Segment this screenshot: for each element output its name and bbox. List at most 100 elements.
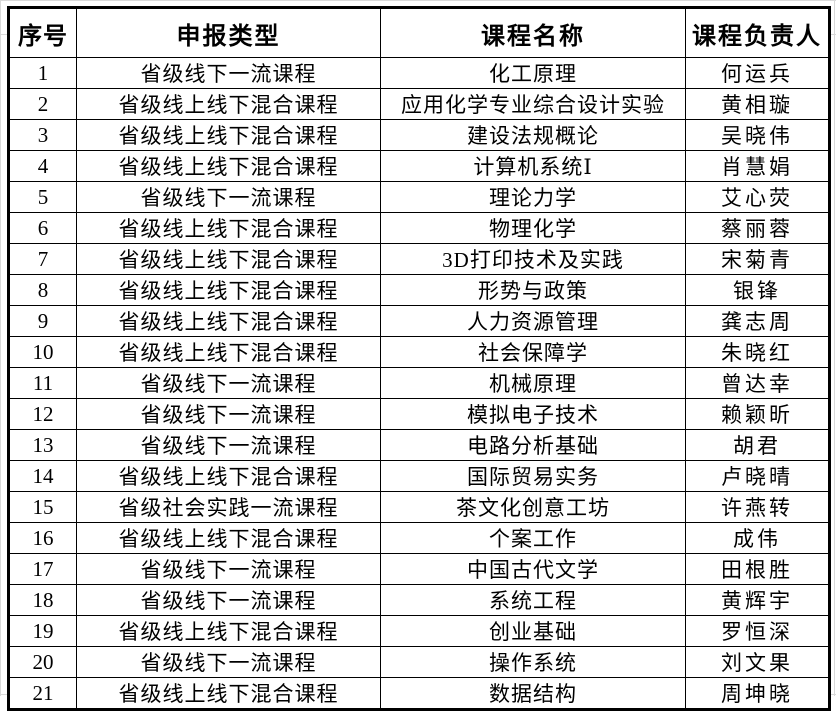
table-row: 4 省级线上线下混合课程 计算机系统Ⅰ 肖慧娟: [8, 150, 830, 182]
cell-application-type: 省级线上线下混合课程: [76, 677, 381, 711]
table-row: 20 省级线下一流课程 操作系统 刘文果: [8, 646, 830, 678]
cell-course-leader: 黄辉宇: [685, 584, 830, 616]
cell-index: 20: [8, 646, 77, 678]
cell-application-type: 省级线上线下混合课程: [76, 212, 381, 244]
cell-course-leader: 宋菊青: [685, 243, 830, 275]
cell-course-name: 操作系统: [380, 646, 686, 678]
cell-application-type: 省级社会实践一流课程: [76, 491, 381, 523]
cell-course-leader: 曾达幸: [685, 367, 830, 399]
course-list-table: 序号 申报类型 课程名称 课程负责人 1 省级线下一流课程 化工原理 何运兵 2 省级线上…: [7, 6, 831, 711]
cell-course-leader: 周坤晓: [685, 677, 830, 711]
cell-course-leader: 龚志周: [685, 305, 830, 337]
cell-course-leader: 吴晓伟: [685, 119, 830, 151]
column-header-course-leader: 课程负责人: [685, 7, 830, 58]
cell-course-name: 化工原理: [380, 57, 686, 89]
cell-application-type: 省级线上线下混合课程: [76, 522, 381, 554]
cell-index: 15: [8, 491, 77, 523]
sheet-gridline: [0, 0, 836, 1]
cell-index: 4: [8, 150, 77, 182]
header-row: 序号 申报类型 课程名称 课程负责人: [8, 7, 830, 58]
cell-index: 8: [8, 274, 77, 306]
table-row: 1 省级线下一流课程 化工原理 何运兵: [8, 57, 830, 89]
cell-application-type: 省级线下一流课程: [76, 57, 381, 89]
cell-application-type: 省级线下一流课程: [76, 429, 381, 461]
cell-index: 19: [8, 615, 77, 647]
cell-application-type: 省级线上线下混合课程: [76, 336, 381, 368]
cell-application-type: 省级线上线下混合课程: [76, 460, 381, 492]
table-row: 13 省级线下一流课程 电路分析基础 胡君: [8, 429, 830, 461]
column-header-course-name: 课程名称: [380, 7, 686, 58]
cell-application-type: 省级线下一流课程: [76, 584, 381, 616]
cell-index: 2: [8, 88, 77, 120]
cell-index: 7: [8, 243, 77, 275]
cell-application-type: 省级线上线下混合课程: [76, 150, 381, 182]
cell-course-leader: 蔡丽蓉: [685, 212, 830, 244]
table-row: 21 省级线上线下混合课程 数据结构 周坤晓: [8, 677, 830, 711]
table-row: 15 省级社会实践一流课程 茶文化创意工坊 许燕转: [8, 491, 830, 523]
cell-index: 1: [8, 57, 77, 89]
cell-course-name: 模拟电子技术: [380, 398, 686, 430]
cell-application-type: 省级线下一流课程: [76, 367, 381, 399]
cell-course-name: 数据结构: [380, 677, 686, 711]
table-row: 12 省级线下一流课程 模拟电子技术 赖颖昕: [8, 398, 830, 430]
cell-course-name: 社会保障学: [380, 336, 686, 368]
cell-course-name: 系统工程: [380, 584, 686, 616]
cell-application-type: 省级线下一流课程: [76, 398, 381, 430]
cell-application-type: 省级线下一流课程: [76, 181, 381, 213]
cell-course-leader: 黄相璇: [685, 88, 830, 120]
cell-course-leader: 银锋: [685, 274, 830, 306]
table-row: 3 省级线上线下混合课程 建设法规概论 吴晓伟: [8, 119, 830, 151]
cell-index: 5: [8, 181, 77, 213]
column-header-application-type: 申报类型: [76, 7, 381, 58]
cell-application-type: 省级线上线下混合课程: [76, 88, 381, 120]
cell-course-name: 个案工作: [380, 522, 686, 554]
cell-course-leader: 赖颖昕: [685, 398, 830, 430]
cell-course-name: 计算机系统Ⅰ: [380, 150, 686, 182]
table-row: 10 省级线上线下混合课程 社会保障学 朱晓红: [8, 336, 830, 368]
sheet-gridline: [0, 0, 1, 696]
table-row: 5 省级线下一流课程 理论力学 艾心荧: [8, 181, 830, 213]
cell-course-leader: 肖慧娟: [685, 150, 830, 182]
cell-index: 21: [8, 677, 77, 711]
table-row: 19 省级线上线下混合课程 创业基础 罗恒深: [8, 615, 830, 647]
course-table-container: 序号 申报类型 课程名称 课程负责人 1 省级线下一流课程 化工原理 何运兵 2 省级线上…: [7, 6, 831, 711]
cell-course-name: 中国古代文学: [380, 553, 686, 585]
table-body: 1 省级线下一流课程 化工原理 何运兵 2 省级线上线下混合课程 应用化学专业综合设计实验黄…: [8, 57, 830, 711]
table-row: 14 省级线上线下混合课程 国际贸易实务 卢晓晴: [8, 460, 830, 492]
cell-application-type: 省级线上线下混合课程: [76, 274, 381, 306]
cell-index: 9: [8, 305, 77, 337]
table-row: 17 省级线下一流课程 中国古代文学 田根胜: [8, 553, 830, 585]
cell-course-leader: 刘文果: [685, 646, 830, 678]
column-header-index: 序号: [8, 7, 77, 58]
cell-course-leader: 罗恒深: [685, 615, 830, 647]
cell-course-leader: 胡君: [685, 429, 830, 461]
table-row: 2 省级线上线下混合课程 应用化学专业综合设计实验 黄相璇: [8, 88, 830, 120]
cell-application-type: 省级线上线下混合课程: [76, 305, 381, 337]
cell-course-leader: 朱晓红: [685, 336, 830, 368]
cell-index: 11: [8, 367, 77, 399]
cell-index: 18: [8, 584, 77, 616]
cell-course-name: 理论力学: [380, 181, 686, 213]
table-row: 6 省级线上线下混合课程 物理化学 蔡丽蓉: [8, 212, 830, 244]
cell-index: 13: [8, 429, 77, 461]
table-row: 8 省级线上线下混合课程 形势与政策 银锋: [8, 274, 830, 306]
table-row: 9 省级线上线下混合课程 人力资源管理 龚志周: [8, 305, 830, 337]
table-row: 16 省级线上线下混合课程 个案工作 成伟: [8, 522, 830, 554]
cell-course-leader: 许燕转: [685, 491, 830, 523]
cell-course-name: 机械原理: [380, 367, 686, 399]
cell-course-name: 建设法规概论: [380, 119, 686, 151]
cell-index: 17: [8, 553, 77, 585]
cell-course-name: 茶文化创意工坊: [380, 491, 686, 523]
cell-course-leader: 成伟: [685, 522, 830, 554]
cell-application-type: 省级线上线下混合课程: [76, 243, 381, 275]
cell-application-type: 省级线上线下混合课程: [76, 119, 381, 151]
cell-index: 3: [8, 119, 77, 151]
cell-course-name: 形势与政策: [380, 274, 686, 306]
cell-course-name: 电路分析基础: [380, 429, 686, 461]
cell-course-leader: 田根胜: [685, 553, 830, 585]
cell-index: 10: [8, 336, 77, 368]
cell-course-name: 创业基础: [380, 615, 686, 647]
sheet-gridline: [834, 0, 835, 696]
cell-course-name: 人力资源管理: [380, 305, 686, 337]
